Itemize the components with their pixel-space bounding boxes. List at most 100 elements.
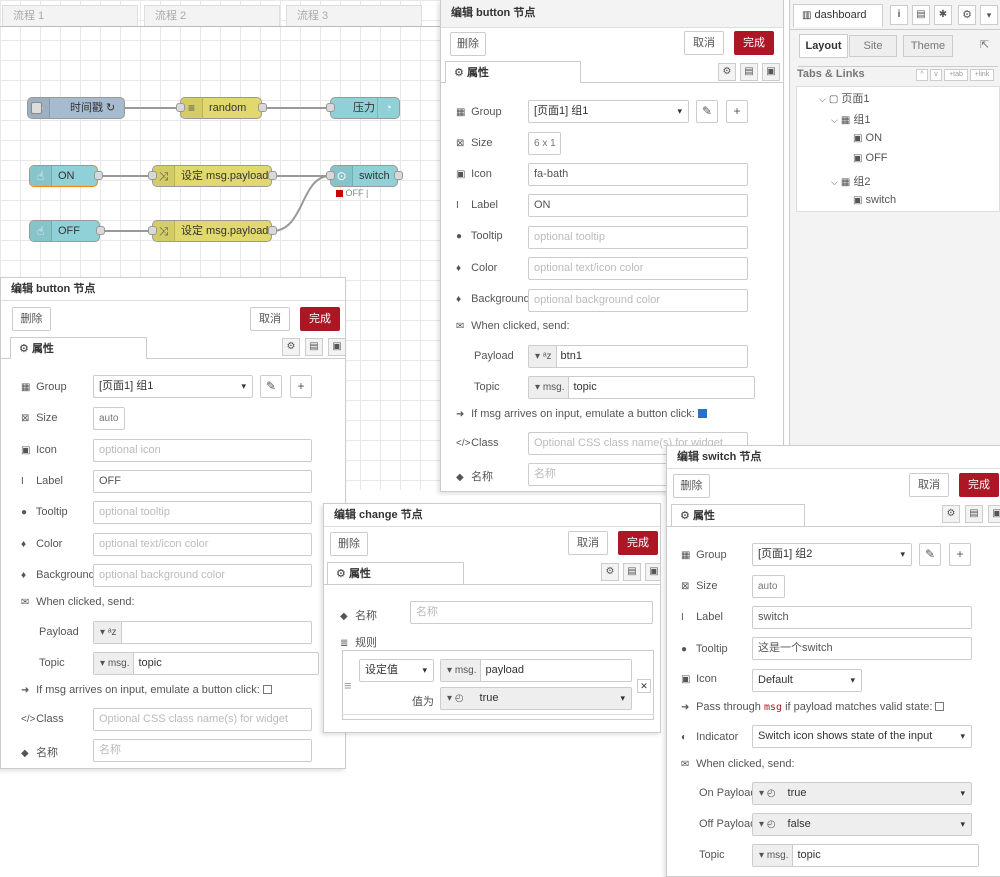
tree-item-off[interactable]: ▣ OFF	[853, 152, 888, 164]
rule-target-input[interactable]: ▾ msg. payload	[440, 659, 632, 682]
rule-target-type[interactable]: ▾ msg.	[441, 660, 482, 681]
remove-rule-button[interactable]: ✕	[637, 679, 651, 693]
topic-typed-input[interactable]: ▾ msg. topic	[752, 844, 979, 867]
pass-through-checkbox[interactable]	[935, 702, 945, 711]
size-button[interactable]: 6 x 1	[528, 132, 561, 155]
color-input[interactable]: optional text/icon color	[528, 257, 748, 280]
rule-value-type[interactable]: ▾ ◴	[441, 688, 468, 709]
delete-button[interactable]: 删除	[12, 307, 51, 331]
topic-typed-input[interactable]: ▾ msg. topic	[93, 652, 319, 675]
change-node-2[interactable]: ⤨ 设定 msg.payload	[152, 220, 272, 242]
size-button[interactable]: auto	[93, 407, 125, 430]
background-input[interactable]: optional background color	[93, 564, 312, 587]
group-select[interactable]: [页面1] 组2 ▾	[752, 543, 912, 566]
tab-properties[interactable]: ⚙ 属性	[327, 562, 464, 584]
settings-icon[interactable]: ⚙	[718, 63, 736, 81]
topic-typed-input[interactable]: ▾ msg. topic	[528, 376, 755, 399]
input-port[interactable]	[148, 171, 157, 180]
output-port[interactable]	[268, 171, 277, 180]
delete-button[interactable]: 删除	[450, 32, 486, 56]
off-payload-select[interactable]: ▾ ◴ false ▾	[752, 813, 972, 836]
input-port[interactable]	[326, 171, 335, 180]
change-node-1[interactable]: ⤨ 设定 msg.payload	[152, 165, 272, 187]
inject-button[interactable]	[31, 102, 42, 114]
done-button[interactable]: 完成	[734, 31, 774, 55]
tree-item-page1[interactable]: ⌵ ▢ 页面1	[819, 90, 870, 106]
topic-type-select[interactable]: ▾ msg.	[529, 377, 570, 398]
payload-typed-input[interactable]: ▾ ᵃz	[93, 621, 312, 644]
off-button-node[interactable]: ☝ OFF	[29, 220, 100, 242]
tree-item-switch[interactable]: ▣ switch	[853, 194, 896, 206]
add-group-button[interactable]: +	[949, 543, 971, 566]
book-icon[interactable]: ▤	[912, 5, 930, 25]
payload-typed-input[interactable]: ▾ ᵃz btn1	[528, 345, 748, 368]
icon-input[interactable]: fa-bath	[528, 163, 748, 186]
delete-button[interactable]: 删除	[330, 532, 368, 556]
tree-item-group1[interactable]: ⌵ ▦ 组1	[831, 111, 871, 127]
cancel-button[interactable]: 取消	[250, 307, 290, 331]
name-input[interactable]: 名称	[410, 601, 653, 624]
rule-value-select[interactable]: ▾ ◴ true ▾	[440, 687, 632, 710]
tab-site[interactable]: Site	[849, 35, 897, 57]
move-up-button[interactable]: ^	[916, 69, 928, 81]
gauge-node[interactable]: 压力 ◔	[330, 97, 400, 119]
chevron-down-icon[interactable]: ▾	[980, 5, 998, 25]
output-port[interactable]	[268, 226, 277, 235]
bug-icon[interactable]: ✱	[934, 5, 952, 25]
tab-properties[interactable]: ⚙ 属性	[10, 337, 147, 359]
done-button[interactable]: 完成	[618, 531, 658, 555]
tree-item-group2[interactable]: ⌵ ▦ 组2	[831, 173, 871, 189]
input-port[interactable]	[148, 226, 157, 235]
input-port[interactable]	[326, 103, 335, 112]
tree-item-on[interactable]: ▣ ON	[853, 132, 882, 144]
on-payload-type[interactable]: ▾ ◴	[753, 783, 780, 804]
cancel-button[interactable]: 取消	[684, 31, 724, 55]
tooltip-input[interactable]: optional tooltip	[93, 501, 312, 524]
icon-select[interactable]: Default ▾	[752, 669, 862, 692]
edit-group-button[interactable]: ✎	[260, 375, 282, 398]
move-down-button[interactable]: v	[930, 69, 942, 81]
info-icon[interactable]: i	[890, 5, 908, 25]
flow-tab-3[interactable]: 流程 3	[286, 5, 422, 26]
edit-group-button[interactable]: ✎	[696, 100, 718, 123]
size-button[interactable]: auto	[752, 575, 785, 598]
edit-group-button[interactable]: ✎	[919, 543, 941, 566]
emulate-checkbox[interactable]	[262, 685, 272, 694]
settings-icon[interactable]: ⚙	[601, 563, 619, 581]
group-select[interactable]: [页面1] 组1 ▾	[528, 100, 689, 123]
emulate-checkbox[interactable]	[697, 409, 707, 418]
name-input[interactable]: 名称	[93, 739, 312, 762]
add-tab-button[interactable]: +tab	[944, 69, 968, 81]
external-link-icon[interactable]: ⇱	[980, 39, 990, 51]
on-payload-select[interactable]: ▾ ◴ true ▾	[752, 782, 972, 805]
input-port[interactable]	[176, 103, 185, 112]
description-icon[interactable]: ▤	[740, 63, 758, 81]
appearance-icon[interactable]: ▣	[988, 505, 1000, 523]
add-group-button[interactable]: +	[290, 375, 312, 398]
cancel-button[interactable]: 取消	[909, 473, 949, 497]
payload-type-select[interactable]: ▾ ᵃz	[94, 622, 122, 643]
appearance-icon[interactable]: ▣	[762, 63, 780, 81]
color-input[interactable]: optional text/icon color	[93, 533, 312, 556]
description-icon[interactable]: ▤	[305, 338, 323, 356]
indicator-select[interactable]: Switch icon shows state of the input ▾	[752, 725, 972, 748]
output-port[interactable]	[394, 171, 403, 180]
tooltip-input[interactable]: optional tooltip	[528, 226, 748, 249]
delete-button[interactable]: 删除	[673, 474, 710, 498]
rule-action-select[interactable]: 设定值 ▾	[359, 659, 434, 682]
tab-properties[interactable]: ⚙ 属性	[671, 504, 805, 526]
description-icon[interactable]: ▤	[965, 505, 983, 523]
tooltip-input[interactable]: 这是一个switch	[752, 637, 972, 660]
label-input[interactable]: switch	[752, 606, 972, 629]
output-port[interactable]	[96, 226, 105, 235]
done-button[interactable]: 完成	[300, 307, 340, 331]
output-port[interactable]	[94, 171, 103, 180]
appearance-icon[interactable]: ▣	[328, 338, 345, 356]
topic-type-select[interactable]: ▾ msg.	[94, 653, 135, 674]
on-button-node[interactable]: ☝ ON	[29, 165, 98, 187]
add-link-button[interactable]: +link	[970, 69, 994, 81]
switch-node[interactable]: ⊙ switch	[330, 165, 398, 187]
background-input[interactable]: optional background color	[528, 289, 748, 312]
appearance-icon[interactable]: ▣	[645, 563, 660, 581]
sidebar-tab-dashboard[interactable]: ▥ dashboard	[793, 4, 883, 27]
